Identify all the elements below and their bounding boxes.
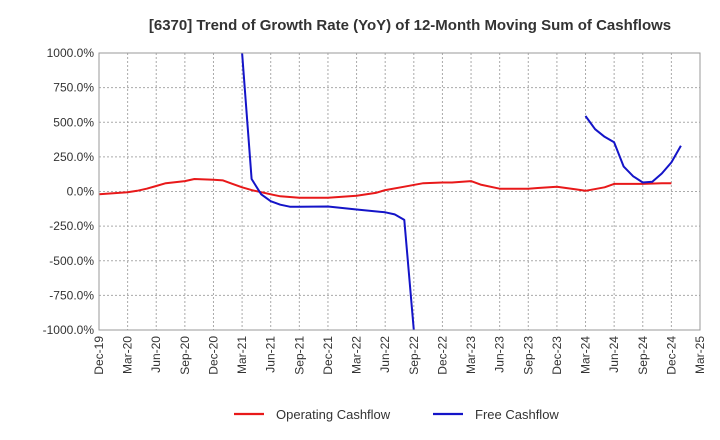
legend-item-free-cashflow: Free Cashflow — [433, 407, 559, 422]
legend-item-operating-cashflow: Operating Cashflow — [234, 407, 391, 422]
y-tick-label: -1000.0% — [43, 323, 95, 337]
x-axis-ticks: Dec-19 Mar-20 Jun-20 Sep-20 Dec-20 Mar-21 Jun-… — [92, 336, 707, 375]
legend-label-free-cashflow: Free Cashflow — [475, 407, 559, 422]
y-tick-label: 500.0% — [53, 115, 94, 129]
x-tick-label: Sep-20 — [178, 336, 192, 375]
x-tick-label: Dec-24 — [664, 336, 678, 375]
legend: Operating Cashflow Free Cashflow — [234, 407, 559, 422]
x-tick-label: Jun-24 — [607, 336, 621, 373]
x-tick-label: Mar-21 — [235, 336, 249, 374]
x-tick-label: Dec-21 — [321, 336, 335, 375]
x-tick-label: Sep-22 — [407, 336, 421, 375]
x-tick-label: Dec-20 — [206, 336, 220, 375]
y-tick-label: -750.0% — [49, 288, 94, 302]
x-tick-label: Dec-19 — [92, 336, 106, 375]
x-tick-label: Dec-23 — [550, 336, 564, 375]
x-tick-label: Mar-23 — [464, 336, 478, 374]
y-axis-ticks: 1000.0% 750.0% 500.0% 250.0% 0.0% -250.0% -500… — [43, 46, 95, 337]
x-tick-label: Sep-24 — [636, 336, 650, 375]
y-tick-label: 750.0% — [53, 81, 94, 95]
x-tick-label: Sep-21 — [292, 336, 306, 375]
x-tick-label: Jun-21 — [264, 336, 278, 373]
series-line-free-cashflow — [241, 53, 415, 330]
series-layer — [99, 53, 682, 330]
x-tick-label: Mar-22 — [350, 336, 364, 374]
y-tick-label: 1000.0% — [47, 46, 95, 60]
x-tick-label: Mar-20 — [121, 336, 135, 374]
x-tick-label: Sep-23 — [521, 336, 535, 375]
series-line-operating-cashflow — [99, 178, 672, 199]
x-tick-label: Mar-24 — [579, 336, 593, 374]
y-tick-label: -500.0% — [49, 254, 94, 268]
x-tick-label: Jun-23 — [493, 336, 507, 373]
x-tick-label: Dec-22 — [435, 336, 449, 375]
x-tick-label: Jun-20 — [149, 336, 163, 373]
y-tick-label: 0.0% — [67, 185, 95, 199]
y-tick-label: 250.0% — [53, 150, 94, 164]
grid-layer — [98, 52, 701, 331]
x-tick-label: Jun-22 — [378, 336, 392, 373]
chart-title: [6370] Trend of Growth Rate (YoY) of 12-… — [149, 17, 671, 34]
x-tick-label: Mar-25 — [693, 336, 707, 374]
series-line-free-cashflow — [584, 115, 682, 184]
legend-label-operating-cashflow: Operating Cashflow — [276, 407, 391, 422]
plot-area-frame — [98, 52, 701, 331]
y-tick-label: -250.0% — [49, 219, 94, 233]
